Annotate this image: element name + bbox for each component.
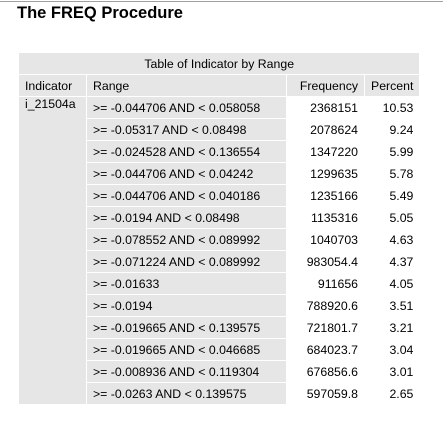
table-row: >= -0.019665 AND < 0.139575 721801.7 3.21 [19,316,421,339]
table-row: >= -0.0263 AND < 0.139575 597059.8 2.65 [19,382,421,405]
table-row: >= -0.078552 AND < 0.089992 1040703 4.63 [19,228,421,251]
percent-cell: 3.21 [363,316,421,339]
range-cell: >= -0.008936 AND < 0.119304 [86,360,287,383]
range-cell: >= -0.044706 AND < 0.058058 [86,96,287,119]
table-row: >= -0.01633 911656 4.05 [19,272,421,295]
table-row: >= -0.019665 AND < 0.046685 684023.7 3.04 [19,338,421,361]
percent-cell: 3.51 [363,294,421,317]
range-cell: >= -0.0194 [86,294,287,317]
table-caption: Table of Indicator by Range [17,52,421,75]
percent-cell: 4.63 [363,228,421,251]
percent-cell: 10.53 [363,96,421,119]
column-header-row: Indicator Range Frequency Percent [18,74,421,97]
top-divider [0,1,443,2]
frequency-cell: 1235166 [286,184,365,207]
range-cell: >= -0.078552 AND < 0.089992 [86,228,287,251]
table-row: >= -0.0194 AND < 0.08498 1135316 5.05 [19,206,421,229]
table-body: i_21504a >= -0.044706 AND < 0.058058 23681… [18,96,421,405]
frequency-cell: 2078624 [286,118,365,141]
table-row: >= -0.024528 AND < 0.136554 1347220 5.99 [19,140,421,163]
indicator-value: i_21504a [18,96,87,405]
range-cell: >= -0.044706 AND < 0.040186 [86,184,287,207]
range-cell: >= -0.071224 AND < 0.089992 [86,250,287,273]
frequency-cell: 721801.7 [286,316,365,339]
table-row: >= -0.071224 AND < 0.089992 983054.4 4.37 [19,250,421,273]
table-row: >= -0.008936 AND < 0.119304 676856.6 3.01 [19,360,421,383]
percent-cell: 3.01 [363,360,421,383]
frequency-cell: 1299635 [286,162,365,185]
percent-cell: 4.05 [363,272,421,295]
range-cell: >= -0.0194 AND < 0.08498 [86,206,287,229]
header-frequency: Frequency [286,74,365,97]
table-row: i_21504a >= -0.044706 AND < 0.058058 23681… [18,96,421,405]
percent-cell: 5.78 [363,162,421,185]
frequency-cell: 597059.8 [286,382,365,405]
frequency-cell: 911656 [286,272,365,295]
percent-cell: 5.49 [363,184,421,207]
frequency-cell: 983054.4 [286,250,365,273]
range-cell: >= -0.019665 AND < 0.046685 [86,338,287,361]
percent-cell: 9.24 [363,118,421,141]
frequency-cell: 684023.7 [286,338,365,361]
procedure-title: The FREQ Procedure [17,4,183,22]
percent-cell: 4.37 [363,250,421,273]
frequency-table: Table of Indicator by Range Indicator Ra… [17,52,421,405]
header-indicator: Indicator [18,74,87,97]
table-caption-row: Table of Indicator by Range [17,52,421,75]
percent-cell: 3.04 [363,338,421,361]
range-cell: >= -0.05317 AND < 0.08498 [86,118,287,141]
frequency-cell: 2368151 [286,96,365,119]
table-row: >= -0.05317 AND < 0.08498 2078624 9.24 [19,118,421,141]
range-cell: >= -0.0263 AND < 0.139575 [86,382,287,405]
table-row: >= -0.0194 788920.6 3.51 [19,294,421,317]
percent-cell: 5.05 [363,206,421,229]
table-row: >= -0.044706 AND < 0.040186 1235166 5.49 [19,184,421,207]
header-percent: Percent [363,74,421,97]
frequency-cell: 1347220 [286,140,365,163]
frequency-cell: 788920.6 [286,294,365,317]
range-cell: >= -0.01633 [86,272,287,295]
frequency-cell: 676856.6 [286,360,365,383]
frequency-cell: 1135316 [286,206,365,229]
percent-cell: 5.99 [363,140,421,163]
header-range: Range [86,74,287,97]
percent-cell: 2.65 [363,382,421,405]
frequency-cell: 1040703 [286,228,365,251]
range-cell: >= -0.019665 AND < 0.139575 [86,316,287,339]
range-cell: >= -0.024528 AND < 0.136554 [86,140,287,163]
range-cell: >= -0.044706 AND < 0.04242 [86,162,287,185]
